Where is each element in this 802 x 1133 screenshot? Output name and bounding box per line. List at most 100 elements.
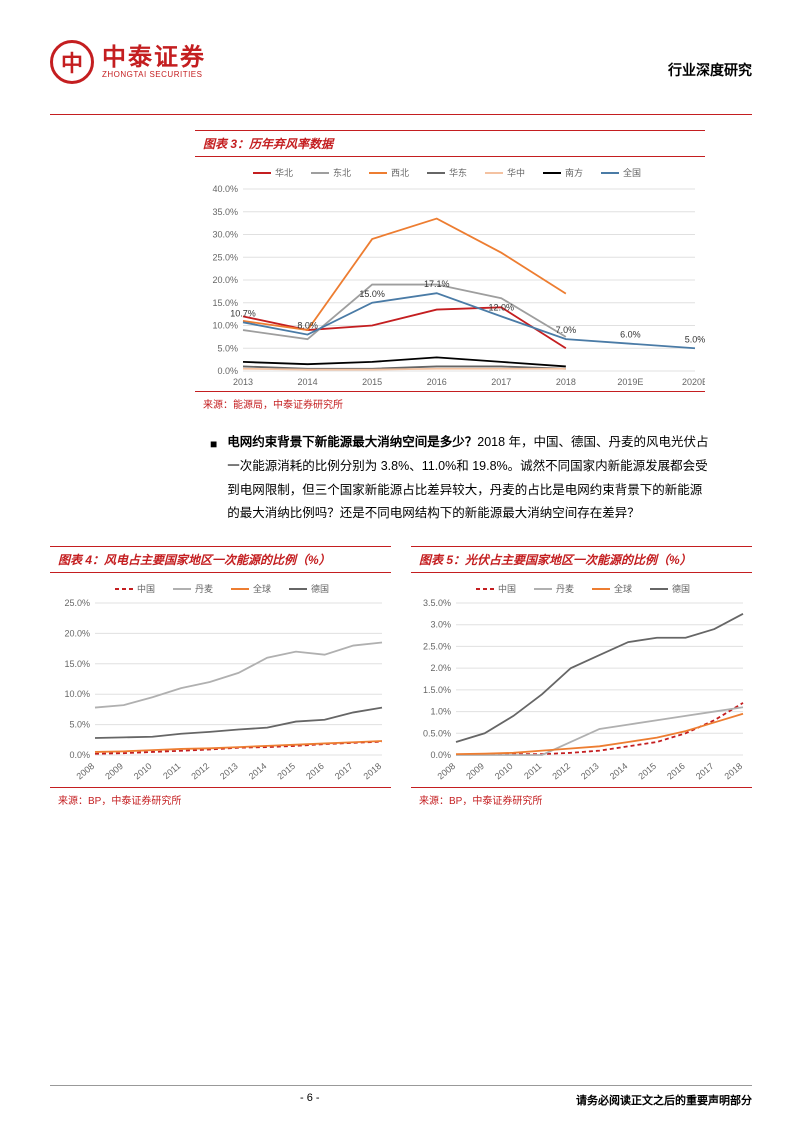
chart5-source: 来源：BP，中泰证券研究所 — [419, 792, 752, 807]
svg-text:2015: 2015 — [362, 377, 382, 387]
svg-text:2011: 2011 — [522, 761, 543, 781]
svg-text:2013: 2013 — [579, 761, 601, 782]
chart3-container: 图表 3：历年弃风率数据 0.0% 5.0% 10.0% 15.0% 20.0% 25.0… — [195, 130, 705, 411]
svg-text:15.0%: 15.0% — [359, 289, 385, 299]
svg-text:3.5.0%: 3.5.0% — [423, 598, 451, 608]
svg-text:5.0%: 5.0% — [685, 334, 705, 344]
page-header: 中 中泰证券 ZHONGTAI SECURITIES 行业深度研究 — [50, 40, 752, 84]
svg-text:西北: 西北 — [391, 168, 409, 178]
svg-text:15.0%: 15.0% — [64, 659, 90, 669]
chart3-title: 图表 3：历年弃风率数据 — [203, 135, 705, 152]
svg-text:20.0%: 20.0% — [212, 275, 238, 285]
svg-text:丹麦: 丹麦 — [556, 583, 574, 594]
svg-text:2010: 2010 — [493, 761, 515, 782]
svg-text:25.0%: 25.0% — [64, 598, 90, 608]
svg-text:全球: 全球 — [253, 583, 271, 594]
svg-text:2009: 2009 — [464, 761, 486, 782]
svg-text:5.0%: 5.0% — [217, 343, 238, 353]
svg-text:2016: 2016 — [665, 761, 687, 782]
svg-text:2014: 2014 — [298, 377, 318, 387]
svg-text:2014: 2014 — [247, 761, 269, 782]
logo-icon: 中 — [50, 40, 94, 84]
svg-text:华中: 华中 — [507, 167, 525, 178]
svg-text:2013: 2013 — [218, 761, 240, 782]
svg-text:8.0%: 8.0% — [297, 321, 318, 331]
chart5-container: 图表 5：光伏占主要国家地区一次能源的比例（%） 0.0% 0.5.0% 1.0% 1… — [411, 546, 752, 807]
bullet-icon: ■ — [210, 433, 217, 526]
footer-note: 请务必阅读正文之后的重要声明部分 — [576, 1092, 752, 1108]
svg-text:2017: 2017 — [491, 377, 511, 387]
page-footer: - 6 - 请务必阅读正文之后的重要声明部分 — [50, 1085, 752, 1108]
header-rule — [50, 114, 752, 115]
svg-text:1.5.0%: 1.5.0% — [423, 685, 451, 695]
doc-type: 行业深度研究 — [668, 60, 752, 80]
logo-text-en: ZHONGTAI SECURITIES — [102, 70, 206, 79]
svg-text:2015: 2015 — [275, 761, 297, 782]
chart4-svg: 0.0% 5.0% 10.0% 15.0% 20.0% 25.0% 2008 2009 2010… — [50, 577, 390, 787]
chart3-svg: 0.0%5.0%10.0%15.0%20.0%25.0%30.0%35.0%40… — [195, 161, 705, 391]
svg-text:2013: 2013 — [233, 377, 253, 387]
svg-text:0.5.0%: 0.5.0% — [423, 728, 451, 738]
svg-text:2008: 2008 — [75, 761, 97, 782]
svg-text:中国: 中国 — [137, 583, 155, 594]
svg-text:2008: 2008 — [436, 761, 458, 782]
svg-text:6.0%: 6.0% — [620, 330, 641, 340]
svg-text:2.0%: 2.0% — [430, 663, 451, 673]
svg-text:40.0%: 40.0% — [212, 184, 238, 194]
svg-text:德国: 德国 — [672, 583, 690, 594]
svg-text:东北: 东北 — [333, 167, 351, 178]
svg-text:12.0%: 12.0% — [489, 302, 515, 312]
svg-text:2014: 2014 — [608, 761, 630, 782]
svg-text:南方: 南方 — [565, 167, 583, 178]
svg-text:2012: 2012 — [189, 761, 211, 782]
svg-text:2018: 2018 — [723, 761, 745, 782]
svg-text:15.0%: 15.0% — [212, 298, 238, 308]
svg-text:2017: 2017 — [694, 761, 716, 782]
svg-text:2011: 2011 — [161, 761, 182, 781]
svg-text:3.0%: 3.0% — [430, 620, 451, 630]
svg-text:中国: 中国 — [498, 583, 516, 594]
chart5-svg: 0.0% 0.5.0% 1.0% 1.5.0% 2.0% 2.5.0% 3.0% 3.5.0%… — [411, 577, 751, 787]
body-paragraph: ■ 电网约束背景下新能源最大消纳空间是多少？2018 年，中国、德国、丹麦的风电… — [210, 431, 712, 526]
svg-text:德国: 德国 — [311, 583, 329, 594]
svg-text:20.0%: 20.0% — [64, 628, 90, 638]
logo-text-cn: 中泰证券 — [102, 46, 206, 70]
svg-text:10.0%: 10.0% — [64, 689, 90, 699]
svg-text:35.0%: 35.0% — [212, 207, 238, 217]
svg-text:华东: 华东 — [449, 167, 467, 178]
chart5-title: 图表 5：光伏占主要国家地区一次能源的比例（%） — [419, 551, 752, 568]
svg-text:0.0%: 0.0% — [217, 366, 238, 376]
svg-text:2.5.0%: 2.5.0% — [423, 641, 451, 651]
svg-text:2018: 2018 — [556, 377, 576, 387]
svg-text:7.0%: 7.0% — [556, 325, 577, 335]
svg-text:10.0%: 10.0% — [212, 321, 238, 331]
svg-text:2016: 2016 — [304, 761, 326, 782]
svg-text:全球: 全球 — [614, 583, 632, 594]
svg-text:0.0%: 0.0% — [430, 750, 451, 760]
chart4-container: 图表 4：风电占主要国家地区一次能源的比例（%） 0.0% 5.0% 10.0% 15… — [50, 546, 391, 807]
svg-text:2016: 2016 — [427, 377, 447, 387]
svg-text:5.0%: 5.0% — [69, 720, 90, 730]
svg-text:25.0%: 25.0% — [212, 252, 238, 262]
svg-text:2010: 2010 — [132, 761, 154, 782]
svg-text:2015: 2015 — [636, 761, 658, 782]
svg-text:2017: 2017 — [333, 761, 355, 782]
chart4-source: 来源：BP，中泰证券研究所 — [58, 792, 391, 807]
chart4-title: 图表 4：风电占主要国家地区一次能源的比例（%） — [58, 551, 391, 568]
chart3-source: 来源：能源局，中泰证券研究所 — [203, 396, 705, 411]
svg-text:2019E: 2019E — [617, 377, 643, 387]
page-number: - 6 - — [300, 1092, 320, 1108]
svg-text:0.0%: 0.0% — [69, 750, 90, 760]
svg-text:10.7%: 10.7% — [230, 308, 256, 318]
svg-text:丹麦: 丹麦 — [195, 583, 213, 594]
two-column-charts: 图表 4：风电占主要国家地区一次能源的比例（%） 0.0% 5.0% 10.0% 15… — [50, 546, 752, 807]
svg-text:17.1%: 17.1% — [424, 279, 450, 289]
para-lead: 电网约束背景下新能源最大消纳空间是多少？ — [227, 435, 477, 449]
svg-text:2012: 2012 — [550, 761, 572, 782]
svg-text:1.0%: 1.0% — [430, 707, 451, 717]
svg-text:华北: 华北 — [275, 167, 293, 178]
svg-text:2020E: 2020E — [682, 377, 705, 387]
svg-text:2009: 2009 — [103, 761, 125, 782]
logo: 中 中泰证券 ZHONGTAI SECURITIES — [50, 40, 206, 84]
svg-text:全国: 全国 — [623, 167, 641, 178]
